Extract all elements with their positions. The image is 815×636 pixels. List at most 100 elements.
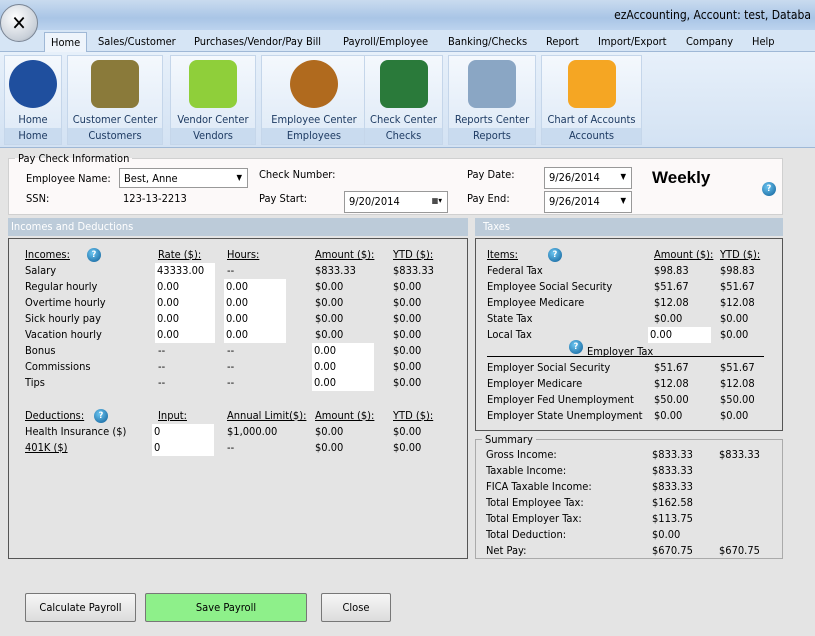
ribbon-button-label: Check Center (370, 113, 437, 126)
deduction-value: $0.00 (393, 441, 422, 454)
ribbon-accounts[interactable]: Chart of Accounts Accounts (541, 55, 642, 145)
income-value: $833.33 (393, 264, 434, 277)
checkbook-icon (379, 60, 428, 108)
help-icon[interactable]: ? (548, 248, 562, 262)
tab-payroll-employee[interactable]: Payroll/Employee (343, 35, 429, 48)
income-input[interactable]: 0.00 (155, 295, 215, 311)
tab-help[interactable]: Help (752, 35, 775, 48)
income-input[interactable]: 0.00 (155, 279, 215, 295)
help-icon[interactable]: ? (762, 182, 776, 196)
deduction-label: 401K ($) (25, 441, 68, 454)
income-input[interactable]: 0.00 (224, 279, 286, 295)
reports-binder-icon (468, 60, 516, 108)
income-input[interactable]: 0.00 (224, 327, 286, 343)
chevron-down-icon: ▼ (620, 196, 626, 205)
help-icon[interactable]: ? (94, 409, 108, 423)
income-input[interactable]: 0.00 (224, 295, 286, 311)
pay-end-select[interactable]: 9/26/2014 ▼ (544, 191, 632, 213)
income-value: $0.00 (393, 360, 422, 373)
income-input[interactable]: 0.00 (155, 327, 215, 343)
income-value: -- (227, 376, 235, 389)
save-payroll-button[interactable]: Save Payroll (145, 593, 307, 622)
pay-date-value: 9/26/2014 (549, 171, 600, 184)
calculate-payroll-button[interactable]: Calculate Payroll (25, 593, 136, 622)
income-input[interactable]: 43333.00 (155, 263, 215, 279)
local-tax-input[interactable]: 0.00 (648, 327, 711, 343)
income-value: $0.00 (393, 376, 422, 389)
pay-date-select[interactable]: 9/26/2014 ▼ (544, 167, 632, 189)
income-value: $0.00 (393, 344, 422, 357)
income-value: $0.00 (315, 312, 344, 325)
help-icon[interactable]: ? (87, 248, 101, 262)
income-value: $0.00 (315, 280, 344, 293)
ribbon-vendors[interactable]: Vendor Center Vendors (170, 55, 256, 145)
income-value: $833.33 (315, 264, 356, 277)
pay-start-value: 9/20/2014 (349, 195, 400, 208)
ribbon-button-label: Chart of Accounts (547, 113, 636, 126)
tab-report[interactable]: Report (546, 35, 579, 48)
help-icon[interactable]: ? (569, 340, 583, 354)
income-label: Bonus (25, 344, 56, 357)
income-label: Vacation hourly (25, 328, 102, 341)
employee-name-select[interactable]: Best, Anne ▼ (119, 168, 248, 188)
taxes-panel (475, 238, 783, 431)
pay-start-picker[interactable]: 9/20/2014 ▦▾ (344, 191, 448, 213)
income-input[interactable]: 0.00 (312, 343, 374, 359)
ribbon-group-label: Reports (449, 128, 535, 144)
pay-end-label: Pay End: (467, 192, 510, 205)
tab-home[interactable]: Home (44, 32, 88, 52)
tax-value: $51.67 (720, 280, 755, 293)
ribbon-group-label: Vendors (171, 128, 255, 144)
tax-value: $50.00 (720, 393, 755, 406)
calendar-icon[interactable]: ▦▾ (431, 196, 442, 205)
summary-label: FICA Taxable Income: (486, 480, 592, 493)
tax-value: $50.00 (654, 393, 689, 406)
income-label: Regular hourly (25, 280, 98, 293)
income-col-header: Rate ($): (158, 248, 202, 261)
tax-value: $98.83 (720, 264, 755, 277)
deduction-input[interactable]: 0 (152, 440, 214, 456)
ribbon-home[interactable]: Home Home (4, 55, 62, 145)
ssn-value: 123-13-2213 (123, 192, 187, 205)
summary-label: Total Employer Tax: (486, 512, 582, 525)
tax-value: $0.00 (720, 328, 749, 341)
tab-import-export[interactable]: Import/Export (598, 35, 667, 48)
deduction-label: Health Insurance ($) (25, 425, 127, 438)
ribbon-button-label: Customer Center (72, 113, 158, 126)
vendor-book-icon (189, 60, 237, 108)
tax-value: $51.67 (720, 361, 755, 374)
deduction-col-header: YTD ($): (393, 409, 434, 422)
income-col-header: YTD ($): (393, 248, 434, 261)
income-input[interactable]: 0.00 (312, 375, 374, 391)
tab-banking-checks[interactable]: Banking/Checks (448, 35, 528, 48)
tab-company[interactable]: Company (686, 35, 734, 48)
income-label: Salary (25, 264, 57, 277)
tab-purchases-vendor-pay-bill[interactable]: Purchases/Vendor/Pay Bill (194, 35, 321, 48)
income-value: -- (227, 264, 235, 277)
deduction-value: $1,000.00 (227, 425, 278, 438)
app-menu-button[interactable]: ✕ (0, 4, 38, 42)
tax-value: $0.00 (720, 409, 749, 422)
taxes-header: Taxes (475, 218, 783, 236)
employee-group-icon (290, 60, 338, 108)
ribbon-reports[interactable]: Reports Center Reports (448, 55, 536, 145)
ribbon-button-label: Employee Center (271, 113, 357, 126)
ribbon-customers[interactable]: Customer Center Customers (67, 55, 163, 145)
summary-value: $113.75 (652, 512, 693, 525)
ribbon-employees[interactable]: Employee Center Employees (261, 55, 367, 145)
income-value: -- (227, 360, 235, 373)
tax-label: Employer State Unemployment (487, 409, 643, 422)
deduction-input[interactable]: 0 (152, 424, 214, 440)
income-input[interactable]: 0.00 (312, 359, 374, 375)
tab-sales-customer[interactable]: Sales/Customer (98, 35, 176, 48)
deduction-col-header: Deductions: (25, 409, 85, 422)
ribbon-checks[interactable]: Check Center Checks (364, 55, 443, 145)
close-button[interactable]: Close (321, 593, 391, 622)
ribbon: Home Home Customer Center Customers Vendor C… (0, 52, 815, 148)
tax-label: Employer Medicare (487, 377, 583, 390)
tax-value: $12.08 (720, 296, 755, 309)
income-input[interactable]: 0.00 (155, 311, 215, 327)
summary-group: Summary (475, 433, 783, 559)
income-input[interactable]: 0.00 (224, 311, 286, 327)
pay-frequency: Weekly (652, 168, 711, 187)
